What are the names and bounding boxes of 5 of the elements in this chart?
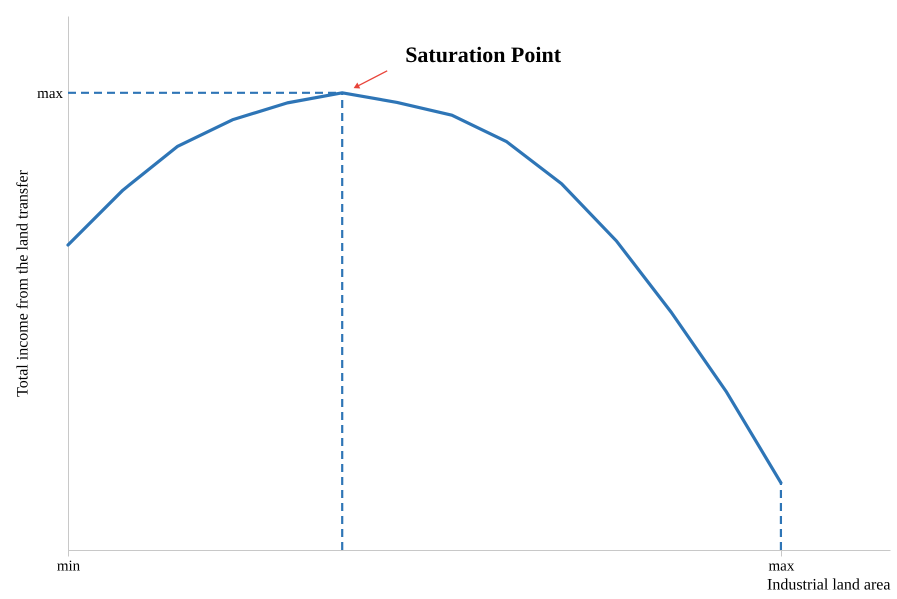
x-tick-label: min	[56, 558, 81, 574]
x-axis-title: Industrial land area	[767, 576, 890, 594]
text: Saturation Point	[405, 42, 562, 67]
y-axis-title: Total income from the land transfer	[14, 169, 32, 397]
ref-line-label: max	[37, 86, 64, 102]
